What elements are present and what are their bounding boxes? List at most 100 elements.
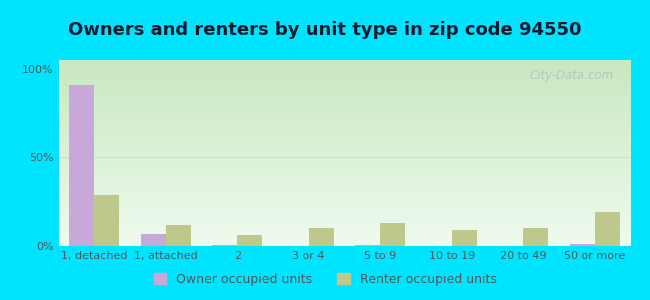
Bar (58, 70, 630, 71)
Bar (58, 203, 630, 204)
Bar (452, 230, 476, 246)
Bar (58, 220, 630, 221)
Bar (58, 236, 630, 237)
Bar (58, 155, 630, 156)
Bar (58, 190, 630, 191)
Bar (58, 217, 630, 218)
Bar (212, 245, 237, 246)
Bar (58, 244, 630, 245)
Bar (58, 141, 630, 142)
Bar (58, 123, 630, 124)
Bar (58, 238, 630, 239)
Bar (58, 67, 630, 68)
Bar (58, 163, 630, 164)
Bar (58, 192, 630, 193)
Bar (58, 128, 630, 129)
Bar (58, 233, 630, 234)
Bar (58, 97, 630, 98)
Bar (58, 239, 630, 240)
Bar (58, 193, 630, 194)
Bar (58, 64, 630, 66)
Bar (58, 169, 630, 170)
Bar (58, 80, 630, 81)
Bar (58, 183, 630, 184)
Bar (58, 108, 630, 109)
Bar (58, 238, 630, 239)
Bar (58, 131, 630, 132)
Bar (58, 167, 630, 168)
Bar (58, 170, 630, 171)
Bar (58, 113, 630, 114)
Bar (58, 177, 630, 178)
Bar (58, 127, 630, 128)
Bar (58, 71, 630, 72)
Bar (595, 212, 620, 246)
Bar (58, 95, 630, 96)
Bar (58, 122, 630, 123)
Legend: Owner occupied units, Renter occupied units: Owner occupied units, Renter occupied un… (148, 268, 502, 291)
Bar (58, 234, 630, 235)
Bar (58, 86, 630, 87)
Bar (58, 115, 630, 116)
Bar (58, 72, 630, 73)
Bar (58, 104, 630, 105)
Bar (58, 139, 630, 140)
Bar (58, 149, 630, 150)
Bar (58, 210, 630, 211)
Bar (58, 118, 630, 119)
Bar (58, 62, 630, 63)
Bar (58, 157, 630, 158)
Bar (58, 204, 630, 205)
Bar (523, 228, 548, 246)
Bar (58, 216, 630, 217)
Bar (58, 222, 630, 223)
Bar (58, 114, 630, 115)
Bar (58, 81, 630, 82)
Bar (58, 105, 630, 106)
Bar (58, 135, 630, 136)
Bar (58, 208, 630, 209)
Bar (58, 174, 630, 175)
Bar (58, 154, 630, 155)
Bar (58, 144, 630, 145)
Bar (58, 120, 630, 122)
Bar (309, 228, 334, 246)
Bar (58, 171, 630, 172)
Bar (237, 236, 262, 246)
Bar (58, 142, 630, 143)
Bar (58, 206, 630, 207)
Bar (58, 134, 630, 135)
Bar (58, 202, 630, 203)
Bar (58, 199, 630, 200)
Bar (58, 179, 630, 180)
Bar (58, 61, 630, 62)
Bar (58, 159, 630, 160)
Bar (58, 175, 630, 176)
Bar (58, 60, 630, 61)
Text: City-Data.com: City-Data.com (529, 69, 614, 82)
Bar (58, 129, 630, 130)
Bar (58, 235, 630, 236)
Bar (58, 109, 630, 110)
Bar (58, 84, 630, 85)
Bar (58, 63, 630, 64)
Bar (58, 187, 630, 188)
Bar (58, 98, 630, 99)
Bar (58, 75, 630, 76)
Bar (58, 89, 630, 90)
Bar (58, 184, 630, 185)
Bar (58, 200, 630, 201)
Bar (58, 136, 630, 137)
Bar (58, 85, 630, 86)
Bar (58, 196, 630, 197)
Bar (58, 185, 630, 187)
Bar (58, 164, 630, 165)
Bar (58, 158, 630, 159)
Bar (58, 237, 630, 238)
Bar (58, 188, 630, 189)
Bar (58, 124, 630, 125)
Bar (58, 140, 630, 141)
Bar (380, 223, 406, 246)
Bar (58, 110, 630, 111)
Bar (58, 181, 630, 182)
